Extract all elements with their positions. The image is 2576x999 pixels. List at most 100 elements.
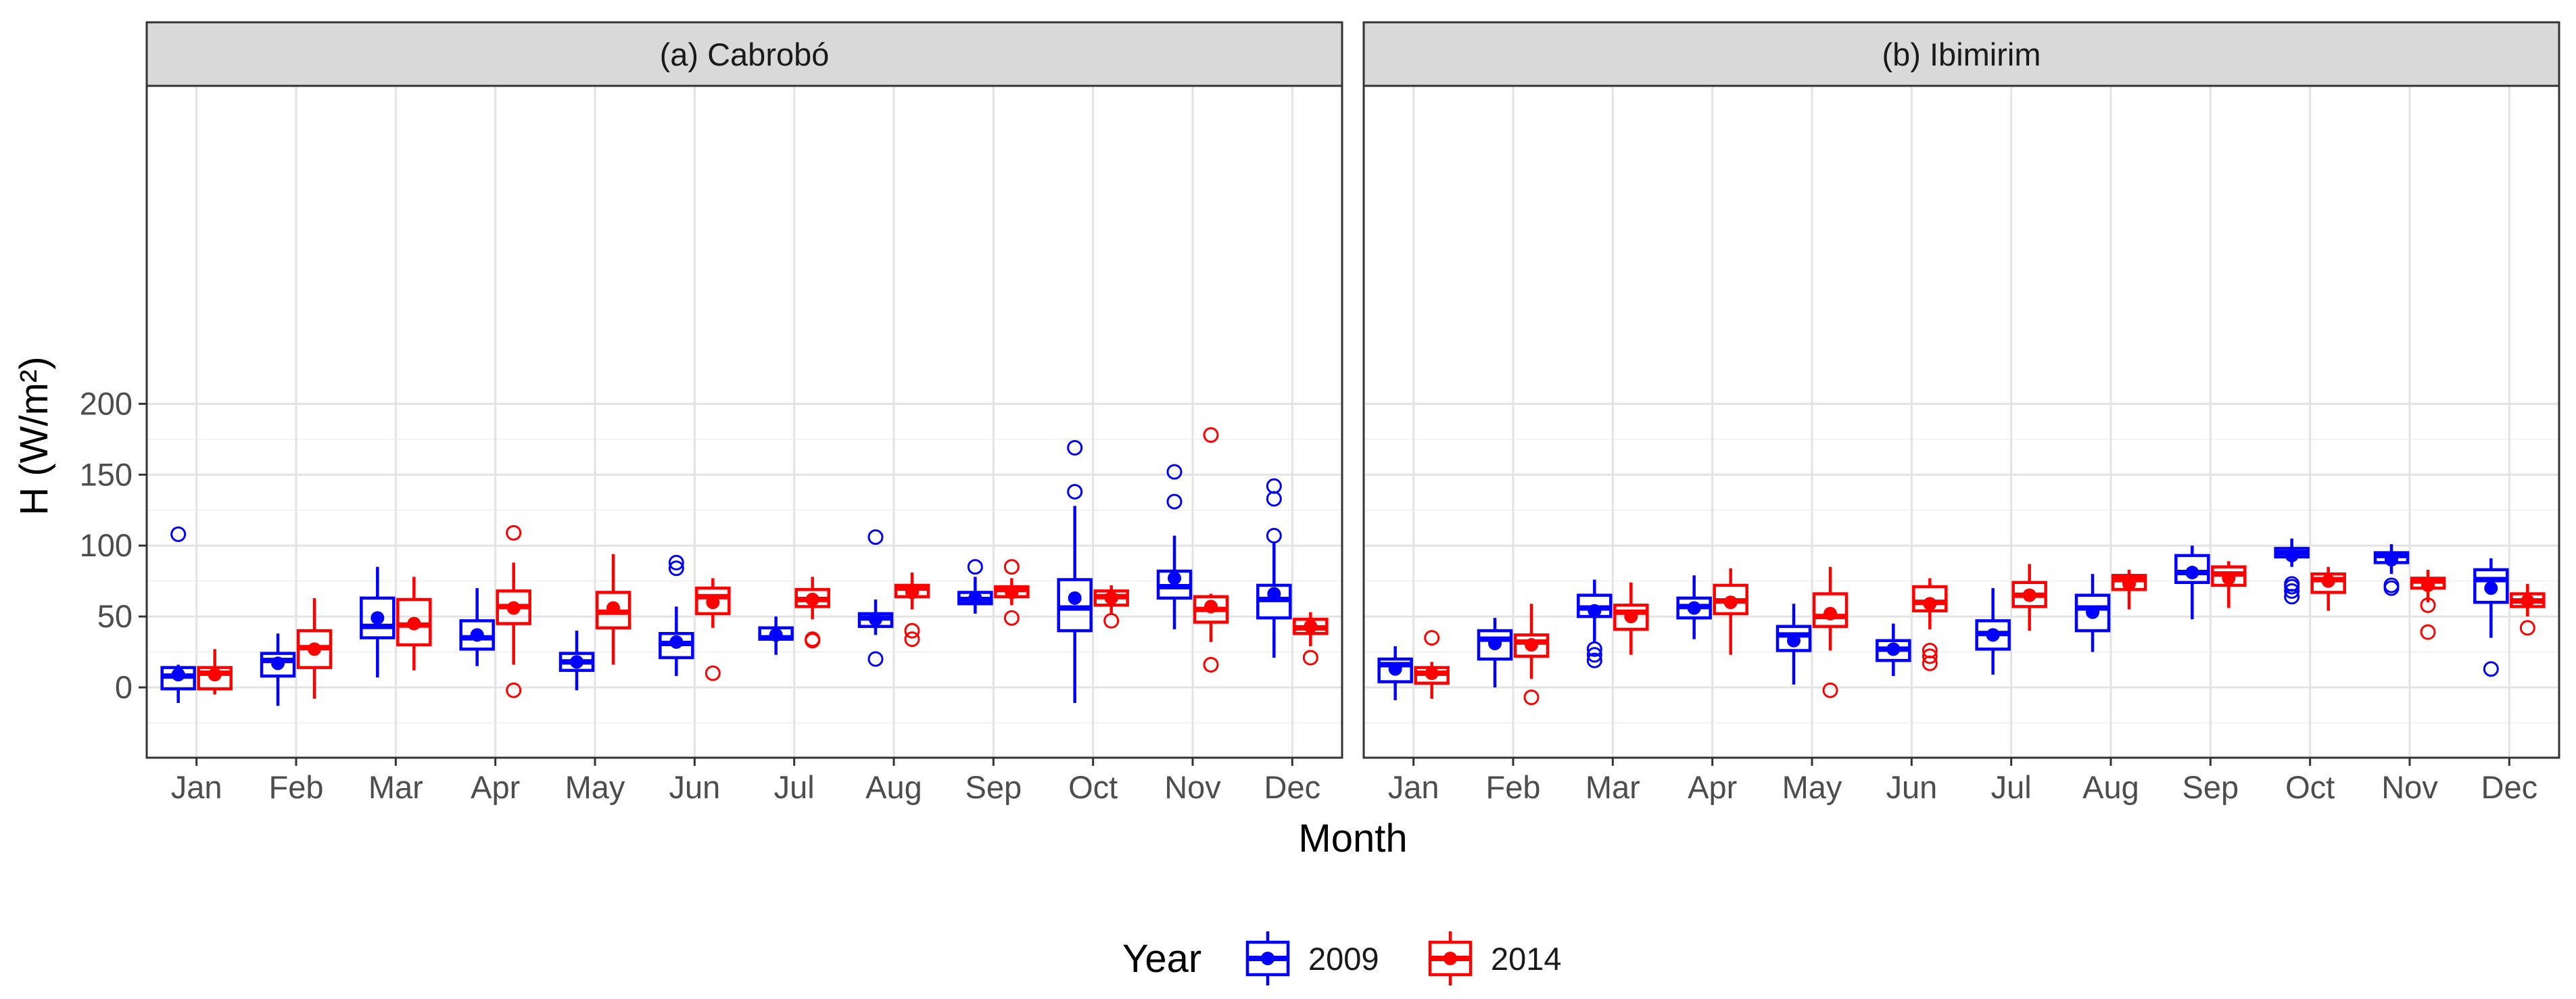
boxplot-2014-jul [794,577,830,649]
boxplot-marks [160,427,1329,706]
boxplot-2014-feb [1513,604,1550,706]
outlier-point [506,682,522,698]
outlier-point [1586,652,1602,668]
boxplot-2009-mar [360,566,396,678]
mean-point [371,611,385,625]
boxplot-2014-mar [396,577,432,671]
panel-strip [145,21,1343,87]
mean-point [1923,597,1937,611]
x-tick-label: Nov [1164,769,1221,805]
boxplot-2014-mar [1613,582,1649,655]
boxplot-2014-sep [994,559,1030,626]
outlier-point [668,554,684,570]
boxplot-2009-oct [2274,538,2310,605]
mean-point [968,591,982,605]
mean-point [2285,548,2299,562]
x-tick-label: Sep [965,769,1022,805]
y-axis-label: H (W/m²) [12,356,56,515]
boxplot-2014-jun [1912,578,1948,671]
outlier-point [1302,650,1318,666]
outlier-point [1103,612,1120,629]
boxplot-2014-aug [2111,569,2147,610]
boxplot-2009-jun [1876,623,1911,677]
panel-ibimirim: (b) Ibimirim Jan Feb Mar Apr May Jun Jul Aug Sep… [1362,21,2560,805]
outlier-point [2420,597,2436,613]
mean-point [2385,553,2398,567]
outlier-point [1067,483,1083,500]
mean-point [1005,585,1019,600]
mean-point [669,635,684,649]
boxplot-2014-jan [197,649,233,695]
plot-area [1364,86,2559,758]
mean-point [1886,642,1901,656]
boxplot-2009-jan [1377,646,1413,700]
boxplot-2009-dec [2473,558,2509,677]
outlier-point [1424,630,1440,646]
boxplot-2014-may [1812,566,1848,698]
mean-point [1624,610,1638,624]
outlier-point [1266,478,1282,494]
outlier-point [1003,610,1020,626]
x-axis-label: Month [1298,817,1407,860]
boxplot-2009-may [558,631,595,691]
mean-point [1823,606,1837,620]
outlier-point [1067,439,1083,456]
outlier-point [2284,576,2300,592]
x-tick-label: Jan [1388,769,1439,805]
outlier-point [805,631,821,648]
mean-point [1787,633,1800,648]
mean-point [2185,566,2199,580]
mean-point [1525,638,1538,652]
x-tick-label: Dec [1264,769,1321,805]
y-tick-label: 0 [115,669,133,705]
boxplot-2014-apr [1713,568,1748,655]
mean-point [470,628,484,642]
iqr-box [1513,633,1550,658]
iqr-box [1812,592,1848,629]
outlier-point [967,559,983,575]
x-tick-label: Sep [2183,769,2239,805]
iqr-box [197,666,233,691]
x-axis: Jan Feb Mar Apr May Jun Jul Aug Sep Oct Nov Dec [171,758,1320,805]
x-tick-label: Apr [1688,769,1737,805]
y-axis: 0 50 100 150 200 [80,385,147,705]
mean-point [1687,601,1701,615]
panel-title: (b) Ibimirim [1882,36,2041,72]
outlier-point [1003,559,1020,575]
mean-point [869,612,882,627]
boxplot-2009-may [1775,604,1812,685]
y-tick-label: 150 [80,456,133,492]
outlier-point [170,526,187,542]
boxplot-2009-oct [1057,439,1093,704]
x-tick-label: Mar [1585,769,1640,805]
panel-cabrobo: (a) Cabrobó Jan Feb Mar Apr May Jun Jul Aug Sep O… [145,21,1343,805]
grid-lines [147,86,1342,758]
x-tick-label: Oct [2285,769,2335,805]
boxplot-2009-aug [2074,574,2111,652]
x-tick-label: Jun [1886,769,1937,805]
outlier-point [1523,689,1540,706]
boxplot-2009-jul [758,616,794,655]
boxplot-2014-may [595,554,631,665]
boxplot-2009-feb [260,633,296,706]
mean-point [208,668,222,682]
boxplot-2014-jul [2011,564,2047,631]
outlier-point [1922,642,1938,658]
outlier-point [668,560,684,577]
boxplot-2014-oct [2310,566,2346,611]
outlier-point [2519,620,2535,636]
plot-area [147,86,1342,758]
outlier-point [1266,528,1282,544]
mean-point [706,595,720,610]
panel-title: (a) Cabrobó [660,36,830,72]
legend-label: 2014 [1491,941,1562,977]
legend-entry-2009: 2009 [1245,931,1379,985]
x-axis: Jan Feb Mar Apr May Jun Jul Aug Sep Oct Nov Dec [1388,758,2537,805]
mean-point [1986,628,2000,642]
boxplot-2009-nov [2373,544,2410,596]
x-tick-label: Dec [2481,769,2538,805]
mean-point [1488,636,1502,650]
mean-point [2022,588,2036,602]
boxplot-2009-sep [957,559,993,614]
iqr-box [1057,578,1093,633]
